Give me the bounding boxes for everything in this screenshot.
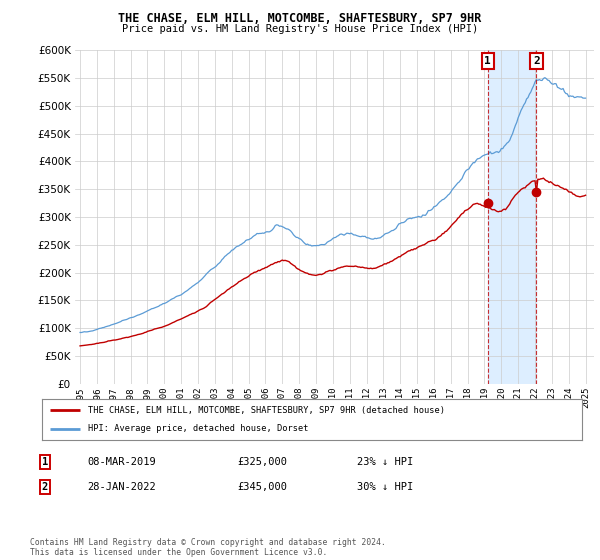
Text: THE CHASE, ELM HILL, MOTCOMBE, SHAFTESBURY, SP7 9HR: THE CHASE, ELM HILL, MOTCOMBE, SHAFTESBU… — [118, 12, 482, 25]
Text: Contains HM Land Registry data © Crown copyright and database right 2024.
This d: Contains HM Land Registry data © Crown c… — [30, 538, 386, 557]
Text: 08-MAR-2019: 08-MAR-2019 — [87, 457, 156, 467]
Text: 2: 2 — [533, 56, 540, 66]
Bar — [488, 50, 536, 384]
Text: 2: 2 — [42, 482, 48, 492]
Text: 23% ↓ HPI: 23% ↓ HPI — [357, 457, 413, 467]
Text: HPI: Average price, detached house, Dorset: HPI: Average price, detached house, Dors… — [88, 424, 308, 433]
Text: 1: 1 — [42, 457, 48, 467]
Text: THE CHASE, ELM HILL, MOTCOMBE, SHAFTESBURY, SP7 9HR (detached house): THE CHASE, ELM HILL, MOTCOMBE, SHAFTESBU… — [88, 405, 445, 414]
Text: 1: 1 — [484, 56, 491, 66]
Text: Price paid vs. HM Land Registry's House Price Index (HPI): Price paid vs. HM Land Registry's House … — [122, 24, 478, 34]
Text: £325,000: £325,000 — [237, 457, 287, 467]
Text: 30% ↓ HPI: 30% ↓ HPI — [357, 482, 413, 492]
Text: 28-JAN-2022: 28-JAN-2022 — [87, 482, 156, 492]
Text: £345,000: £345,000 — [237, 482, 287, 492]
